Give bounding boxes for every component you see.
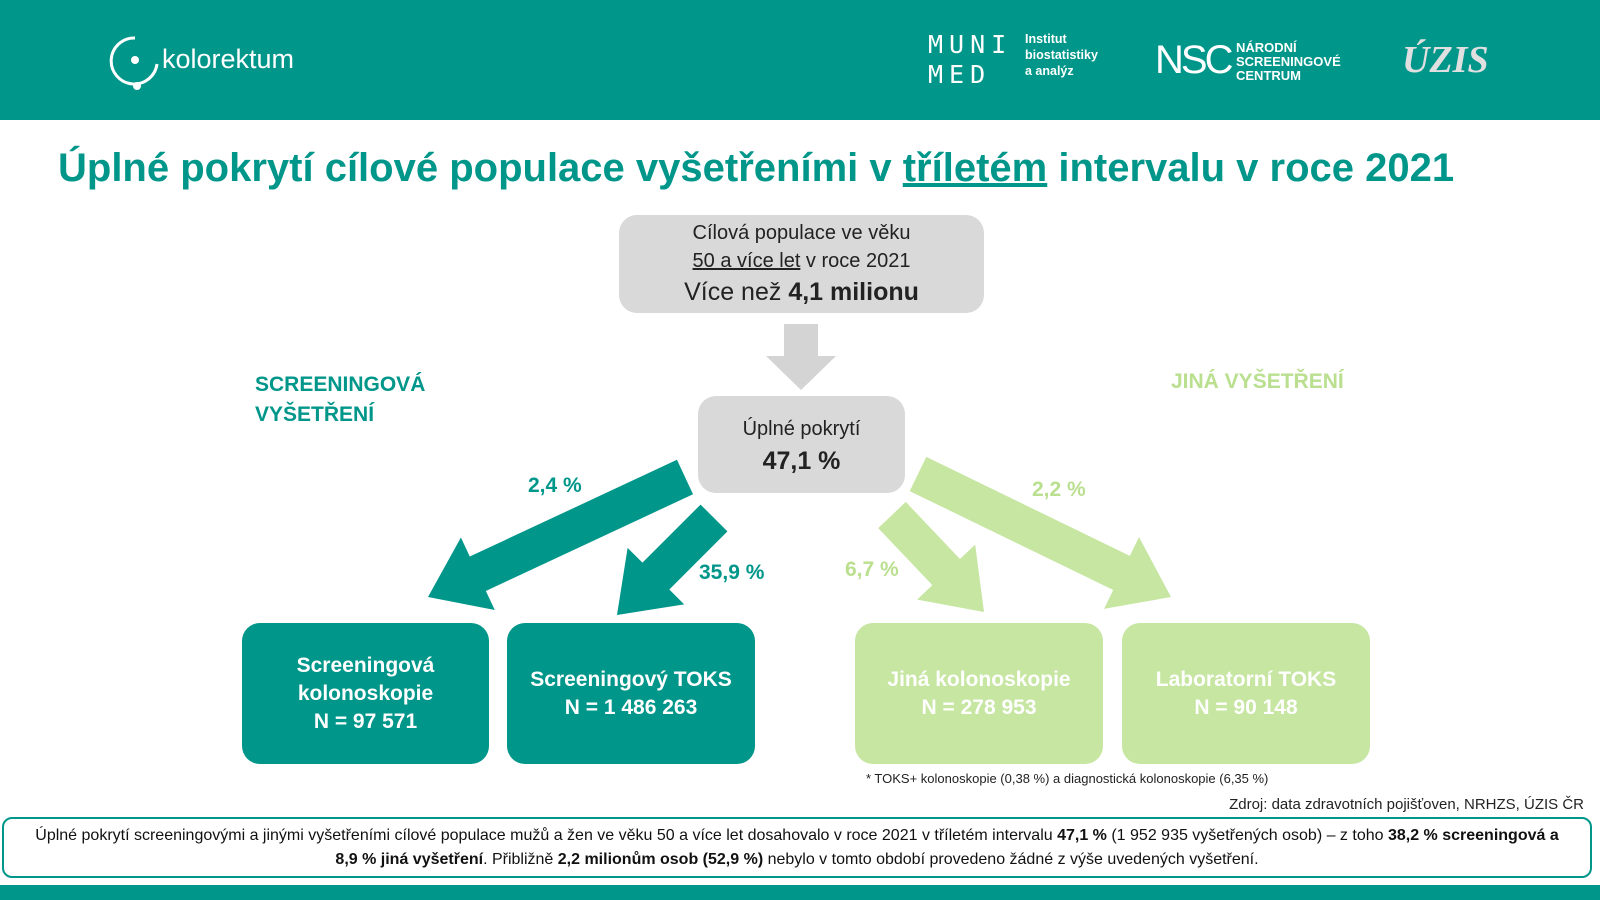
logo-text: a analýz	[1025, 64, 1074, 78]
text-part: 50 a více let	[692, 250, 801, 272]
text-part: Více než	[684, 278, 789, 306]
box-line: N = 278 953	[921, 695, 1037, 719]
text-part: (1 952 935 vyšetřených osob) – z toho	[1106, 826, 1388, 844]
text-part: 2,2 milionům osob (52,9 %)	[557, 850, 764, 868]
box-text: Úplné pokrytí	[742, 417, 861, 440]
logo-iba: Institut biostatistiky a analýz	[1025, 31, 1098, 79]
box-line: Screeningová	[296, 653, 435, 677]
summary-text: Úplné pokrytí screeningovými a jinými vy…	[24, 824, 1570, 872]
logo-nsc-text: NÁRODNÍ SCREENINGOVÉ CENTRUM	[1236, 41, 1341, 83]
text-part: Úplné pokrytí cílové populace vyšetřením…	[58, 146, 903, 190]
section-label: JINÁ VYŠETŘENÍ	[1171, 370, 1344, 393]
box-text: Více než 4,1 milionu	[684, 275, 919, 309]
percent-label: 6,7 %	[845, 558, 899, 581]
arrow	[428, 459, 694, 610]
section-label: SCREENINGOVÁ VYŠETŘENÍ	[255, 370, 425, 430]
text-part: . Přibližně	[483, 850, 558, 868]
source: Zdroj: data zdravotních pojišťoven, NRHZ…	[1229, 796, 1584, 813]
percent-label: 2,4 %	[528, 474, 582, 497]
label-text: VYŠETŘENÍ	[255, 403, 375, 426]
text-part: 47,1 %	[1057, 826, 1107, 844]
text-part: Úplné pokrytí screeningovými a jinými vy…	[35, 826, 1058, 844]
result-box: Screeningový TOKS N = 1 486 263	[507, 623, 755, 764]
arrow	[878, 501, 984, 612]
arrow-down	[766, 324, 836, 390]
box-line: N = 90 148	[1194, 695, 1298, 719]
summary: Úplné pokrytí screeningovými a jinými vy…	[2, 817, 1592, 878]
box-line: N = 1 486 263	[564, 695, 698, 719]
text-part: tříletém	[902, 146, 1048, 190]
logo-nsc: NSC	[1155, 38, 1233, 82]
result-box: Jiná kolonoskopie N = 278 953	[855, 623, 1103, 764]
arrow	[617, 504, 728, 615]
result-box: Screeningová kolonoskopie N = 97 571	[242, 623, 489, 764]
box-line: kolonoskopie	[297, 681, 434, 705]
box-line: N = 97 571	[313, 709, 418, 733]
coverage-box: Úplné pokrytí 47,1 %	[698, 396, 905, 493]
logo-text: NÁRODNÍ	[1236, 40, 1297, 55]
title: Úplné pokrytí cílové populace vyšetřením…	[58, 146, 1454, 191]
box-text: Cílová populace ve věku	[692, 222, 911, 244]
box-line: Screeningový TOKS	[530, 667, 732, 691]
logo-text: MED	[928, 60, 992, 89]
header-bar	[0, 0, 1600, 120]
population-box: Cílová populace ve věku 50 a více let v …	[619, 215, 984, 313]
box-text: 47,1 %	[762, 446, 841, 475]
logo-kolorektum: kolorektum	[162, 44, 295, 74]
arrow	[909, 456, 1171, 609]
text-part: v roce 2021	[800, 250, 911, 272]
text-part: intervalu v roce 2021	[1047, 146, 1455, 190]
text-part: nebylo v tomto období provedeno žádné z …	[763, 850, 1259, 868]
footnote: * TOKS+ kolonoskopie (0,38 %) a diagnost…	[866, 771, 1269, 786]
logo-text: biostatistiky	[1025, 48, 1098, 62]
box-line: Jiná kolonoskopie	[887, 667, 1071, 691]
logo-text: CENTRUM	[1236, 68, 1301, 83]
percent-label: 2,2 %	[1032, 478, 1086, 501]
kolorektum-icon	[109, 36, 159, 90]
logo-text: MUNI	[928, 30, 1013, 59]
logo-text: SCREENINGOVÉ	[1236, 54, 1341, 69]
logo-uzis: ÚZIS	[1402, 39, 1489, 81]
logo-text: Institut	[1025, 32, 1067, 46]
text-part: 4,1 milionu	[788, 278, 919, 306]
percent-label: 35,9 %	[699, 561, 765, 584]
box-line: Laboratorní TOKS	[1155, 667, 1337, 691]
text-part: 38,2 % screeningová a 8,9 % jiná vyšetře…	[335, 826, 1559, 868]
label-text: SCREENINGOVÁ	[255, 373, 426, 396]
footer-bar	[0, 885, 1600, 900]
result-box: Laboratorní TOKS N = 90 148	[1122, 623, 1370, 764]
box-text: 50 a více let v roce 2021	[693, 247, 911, 275]
logo-muni: MUNI MED	[928, 30, 1012, 90]
